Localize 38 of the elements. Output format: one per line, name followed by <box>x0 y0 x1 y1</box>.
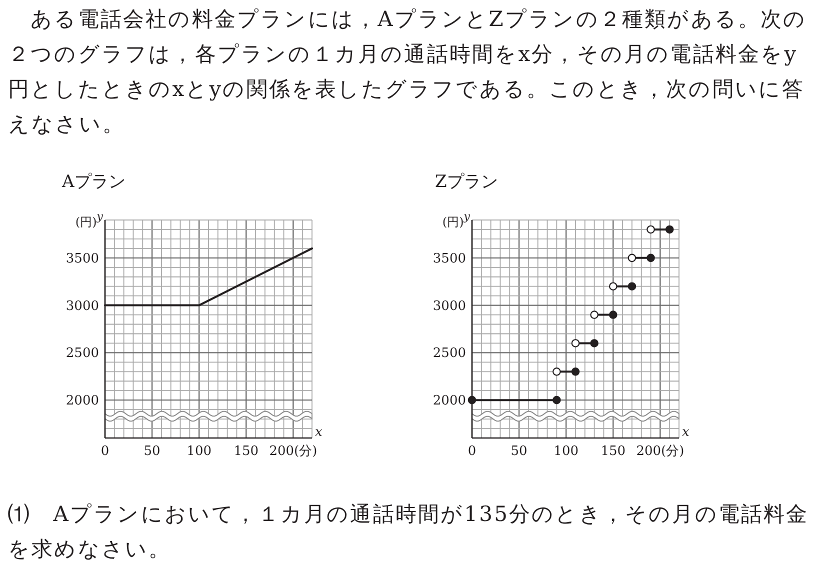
chart-title: Zプラン <box>435 172 498 192</box>
x-tick-label: 50 <box>144 444 160 459</box>
y-tick-label: 3500 <box>66 251 99 266</box>
x-tick-label: 200(分) <box>269 444 318 459</box>
x-tick-label: 150 <box>600 444 626 459</box>
y-tick-label: 2500 <box>432 346 466 362</box>
y-tick-label: 2000 <box>66 394 99 409</box>
point <box>608 310 618 319</box>
y-tick-label: 2500 <box>66 346 99 362</box>
point <box>628 282 636 290</box>
point <box>646 225 655 234</box>
x-tick-label: 0 <box>100 444 110 459</box>
x-tick-label: 100 <box>186 444 212 459</box>
point <box>552 368 561 376</box>
point <box>608 282 618 290</box>
text: ⑴ Aプランにおいて，１カ月の通話時間が135分のとき，その月の電話料金を求めなさい。 <box>8 501 810 563</box>
point <box>590 339 598 348</box>
y-tick-label: 2000 <box>432 394 466 409</box>
chart-title: Aプラン <box>61 172 126 192</box>
x-axis-title: x <box>315 425 323 440</box>
text: ある電話会社の料金プランには，AプランとZプランの２種類がある。次の２つのグラフは，各プランの１カ月の通話時間をx分，その月の電話料金をy円としたときのxとyの関係を表したグラフである。このとき，次の問いに答えなさい。 <box>8 6 808 138</box>
point <box>628 254 636 262</box>
x-tick-label: 50 <box>510 444 528 459</box>
y-tick-label: 3000 <box>66 298 99 314</box>
point <box>590 310 598 319</box>
x-tick-label: 0 <box>468 444 476 459</box>
point <box>646 254 655 262</box>
x-axis-title: x <box>682 425 690 440</box>
x-tick-label: 200(分) <box>636 444 684 459</box>
x-tick-label: 150 <box>234 444 259 459</box>
point <box>552 396 561 404</box>
y-tick-label: 3000 <box>432 298 466 314</box>
point <box>571 339 580 348</box>
y-tick-label: 3500 <box>432 251 466 266</box>
point <box>665 225 674 234</box>
x-tick-label: 100 <box>554 444 579 459</box>
point <box>468 396 476 404</box>
point <box>571 368 580 376</box>
